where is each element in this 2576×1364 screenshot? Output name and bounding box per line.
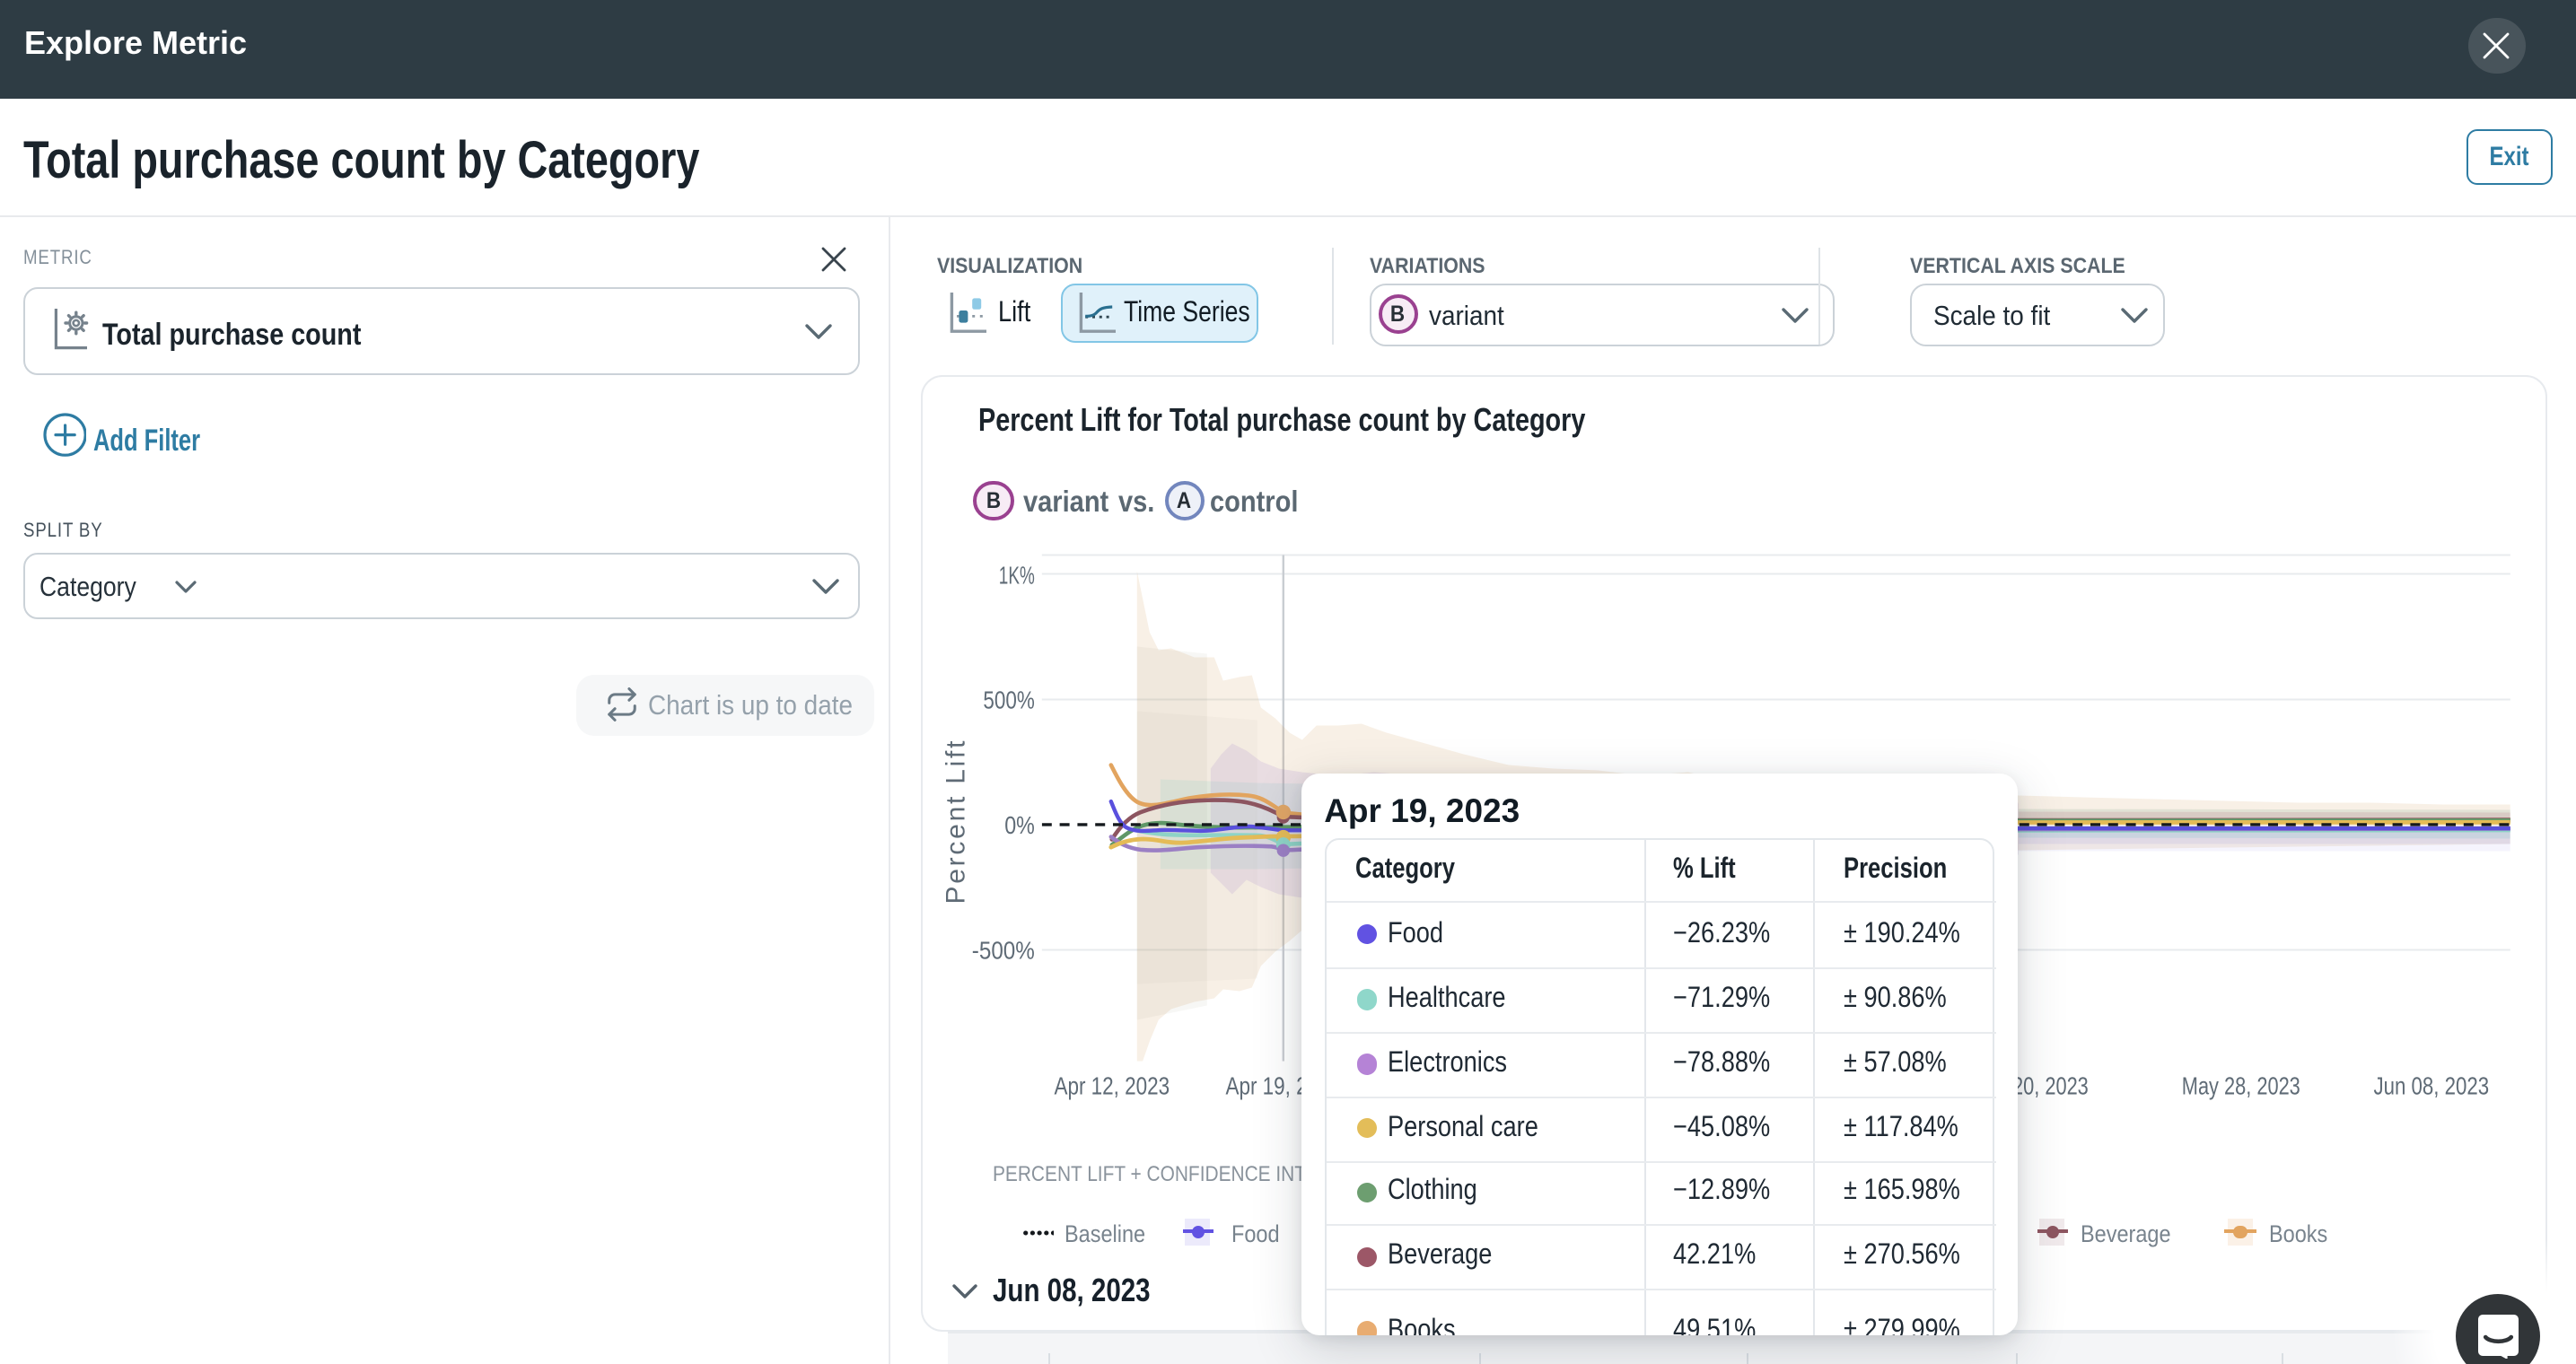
svg-text:0%: 0% bbox=[1003, 810, 1034, 838]
svg-text:May 28, 2023: May 28, 2023 bbox=[2181, 1071, 2300, 1099]
svg-text:500%: 500% bbox=[983, 686, 1034, 713]
svg-text:Jun 08, 2023: Jun 08, 2023 bbox=[2373, 1071, 2489, 1099]
svg-text:-500%: -500% bbox=[971, 936, 1034, 964]
svg-text:1K%: 1K% bbox=[998, 561, 1034, 589]
svg-text:Apr 12, 2023: Apr 12, 2023 bbox=[1054, 1071, 1170, 1099]
svg-text:Percent Lift: Percent Lift bbox=[941, 739, 970, 904]
